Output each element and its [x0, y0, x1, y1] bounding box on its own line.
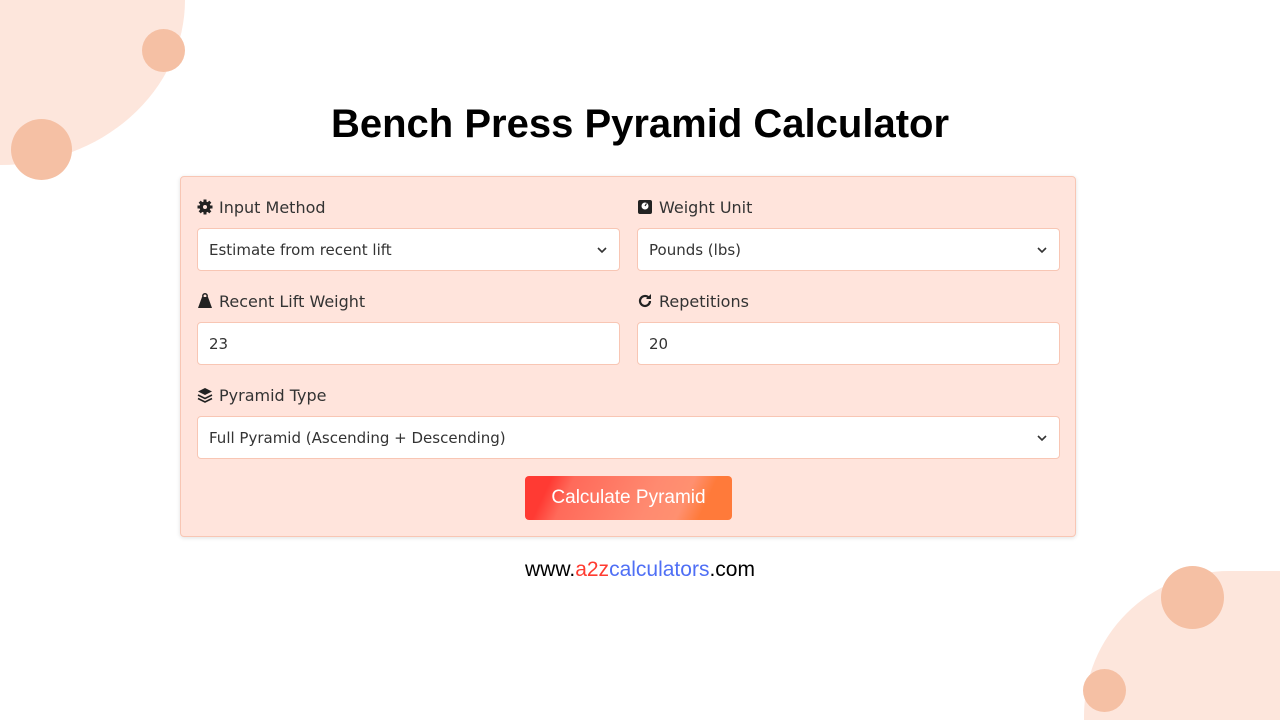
- pyramid-type-value: Full Pyramid (Ascending + Descending): [209, 428, 506, 447]
- site-brand-b: calculators: [609, 558, 710, 581]
- site-suffix: .com: [709, 558, 755, 581]
- weight-unit-value: Pounds (lbs): [649, 240, 742, 259]
- website-link[interactable]: www.a2zcalculators.com: [0, 558, 1280, 582]
- repetitions-value: 20: [649, 334, 669, 353]
- weight-unit-label: Weight Unit: [659, 197, 753, 217]
- repetitions-input[interactable]: 20: [637, 322, 1060, 365]
- calculator-form: Input Method Estimate from recent lift W…: [180, 176, 1076, 537]
- chevron-down-icon: [1037, 246, 1047, 253]
- decor-circle: [11, 119, 72, 180]
- site-brand-a: a2z: [575, 558, 610, 581]
- repetitions-label: Repetitions: [659, 291, 749, 311]
- input-method-select[interactable]: Estimate from recent lift: [197, 228, 620, 271]
- chevron-down-icon: [1037, 434, 1047, 441]
- recent-weight-value: 23: [209, 334, 229, 353]
- pyramid-type-label: Pyramid Type: [219, 385, 327, 405]
- decor-circle: [142, 29, 185, 72]
- recent-weight-input[interactable]: 23: [197, 322, 620, 365]
- recent-weight-label: Recent Lift Weight: [219, 291, 366, 311]
- site-prefix: www.: [525, 558, 576, 581]
- input-method-label: Input Method: [219, 197, 326, 217]
- input-method-value: Estimate from recent lift: [209, 240, 392, 259]
- chevron-down-icon: [597, 246, 607, 253]
- decor-circle: [1083, 669, 1126, 712]
- scale-icon: [638, 200, 652, 214]
- pyramid-type-select[interactable]: Full Pyramid (Ascending + Descending): [197, 416, 1060, 459]
- gear-icon: [197, 199, 213, 215]
- calculate-pyramid-button[interactable]: Calculate Pyramid: [525, 476, 732, 520]
- decor-circle: [1161, 566, 1224, 629]
- weight-unit-select[interactable]: Pounds (lbs): [637, 228, 1060, 271]
- weight-icon: [198, 293, 212, 308]
- layers-icon: [197, 388, 213, 403]
- redo-icon: [638, 294, 652, 308]
- page-title: Bench Press Pyramid Calculator: [330, 102, 950, 146]
